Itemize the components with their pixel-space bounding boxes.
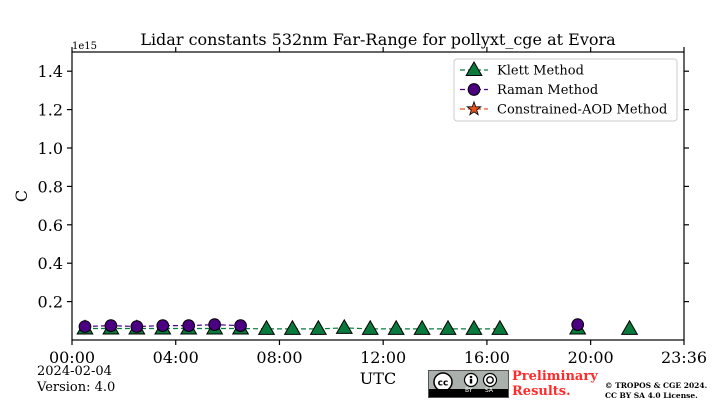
plot-frame bbox=[71, 51, 685, 341]
data-point-triangle bbox=[283, 319, 302, 335]
y-tick-label: 1.0 bbox=[38, 139, 63, 158]
x-tick-label: 23:36 bbox=[661, 348, 707, 367]
data-point-triangle bbox=[439, 319, 457, 335]
cc-by-label: BY bbox=[465, 387, 473, 394]
y-axis-label: C bbox=[12, 190, 31, 202]
data-point-triangle bbox=[335, 318, 353, 334]
copyright-line2: CC BY SA 4.0 License. bbox=[605, 391, 698, 400]
x-tick-label: 00:00 bbox=[49, 348, 95, 367]
preliminary-notice: Preliminary Results. bbox=[512, 369, 598, 399]
y-tick-label: 0.8 bbox=[38, 177, 63, 196]
data-point-triangle bbox=[413, 319, 431, 335]
x-axis-label: UTC bbox=[360, 369, 396, 388]
legend: Klett Method Raman Method Constrained-AOD … bbox=[453, 58, 678, 122]
legend-box bbox=[453, 58, 678, 122]
data-point-triangle bbox=[387, 319, 405, 335]
preliminary-line2: Results. bbox=[512, 384, 571, 399]
copyright-line1: © TROPOS & CGE 2024. bbox=[605, 381, 708, 390]
cc-license-badge[interactable]: cc BY SA bbox=[428, 370, 509, 398]
legend-marker-circle bbox=[467, 83, 481, 96]
x-tick-label: 08:00 bbox=[256, 348, 302, 367]
legend-label: Klett Method bbox=[497, 64, 584, 79]
y-tick-label: 0.4 bbox=[38, 254, 63, 273]
date-label: 2024-02-04 bbox=[37, 364, 112, 379]
x-tick-label: 16:00 bbox=[464, 348, 510, 367]
data-point-triangle bbox=[620, 319, 639, 335]
y-tick-label: 0.6 bbox=[38, 216, 63, 235]
svg-text:cc: cc bbox=[438, 379, 449, 389]
data-point-triangle bbox=[465, 319, 483, 335]
y-tick-label: 1.4 bbox=[38, 62, 63, 81]
x-tick-label: 12:00 bbox=[360, 348, 406, 367]
x-tick-label: 04:00 bbox=[153, 348, 199, 367]
chart-title: Lidar constants 532nm Far-Range for poll… bbox=[140, 30, 616, 49]
version-label: Version: 4.0 bbox=[37, 380, 116, 395]
preliminary-line1: Preliminary bbox=[512, 369, 598, 384]
data-point-circle bbox=[234, 319, 247, 332]
data-point-circle bbox=[104, 319, 118, 332]
series-line-0 bbox=[84, 327, 500, 330]
data-point-circle bbox=[182, 319, 196, 332]
copyright-notice: © TROPOS & CGE 2024. CC BY SA 4.0 Licens… bbox=[605, 381, 707, 401]
legend-marker-triangle bbox=[465, 60, 483, 76]
cc-sa-label: SA bbox=[485, 387, 494, 394]
cc-logo-icon: cc bbox=[433, 372, 498, 391]
x-tick-label: 20:00 bbox=[568, 348, 614, 367]
data-point-circle bbox=[156, 319, 170, 332]
legend-label: Raman Method bbox=[497, 83, 598, 98]
data-point-circle bbox=[130, 320, 144, 333]
y-tick-label: 0.2 bbox=[38, 293, 63, 312]
data-point-triangle bbox=[491, 319, 509, 335]
y-tick-label: 1.2 bbox=[38, 101, 63, 120]
data-point-circle bbox=[208, 318, 221, 331]
legend-label: Constrained-AOD Method bbox=[497, 103, 667, 118]
data-point-triangle bbox=[361, 319, 379, 335]
data-point-triangle bbox=[309, 319, 328, 335]
y-axis-exponent: 1e15 bbox=[72, 41, 97, 52]
legend-marker-star bbox=[466, 100, 482, 116]
data-point-circle bbox=[78, 320, 92, 333]
data-point-circle bbox=[571, 318, 585, 331]
data-point-triangle bbox=[257, 319, 276, 335]
